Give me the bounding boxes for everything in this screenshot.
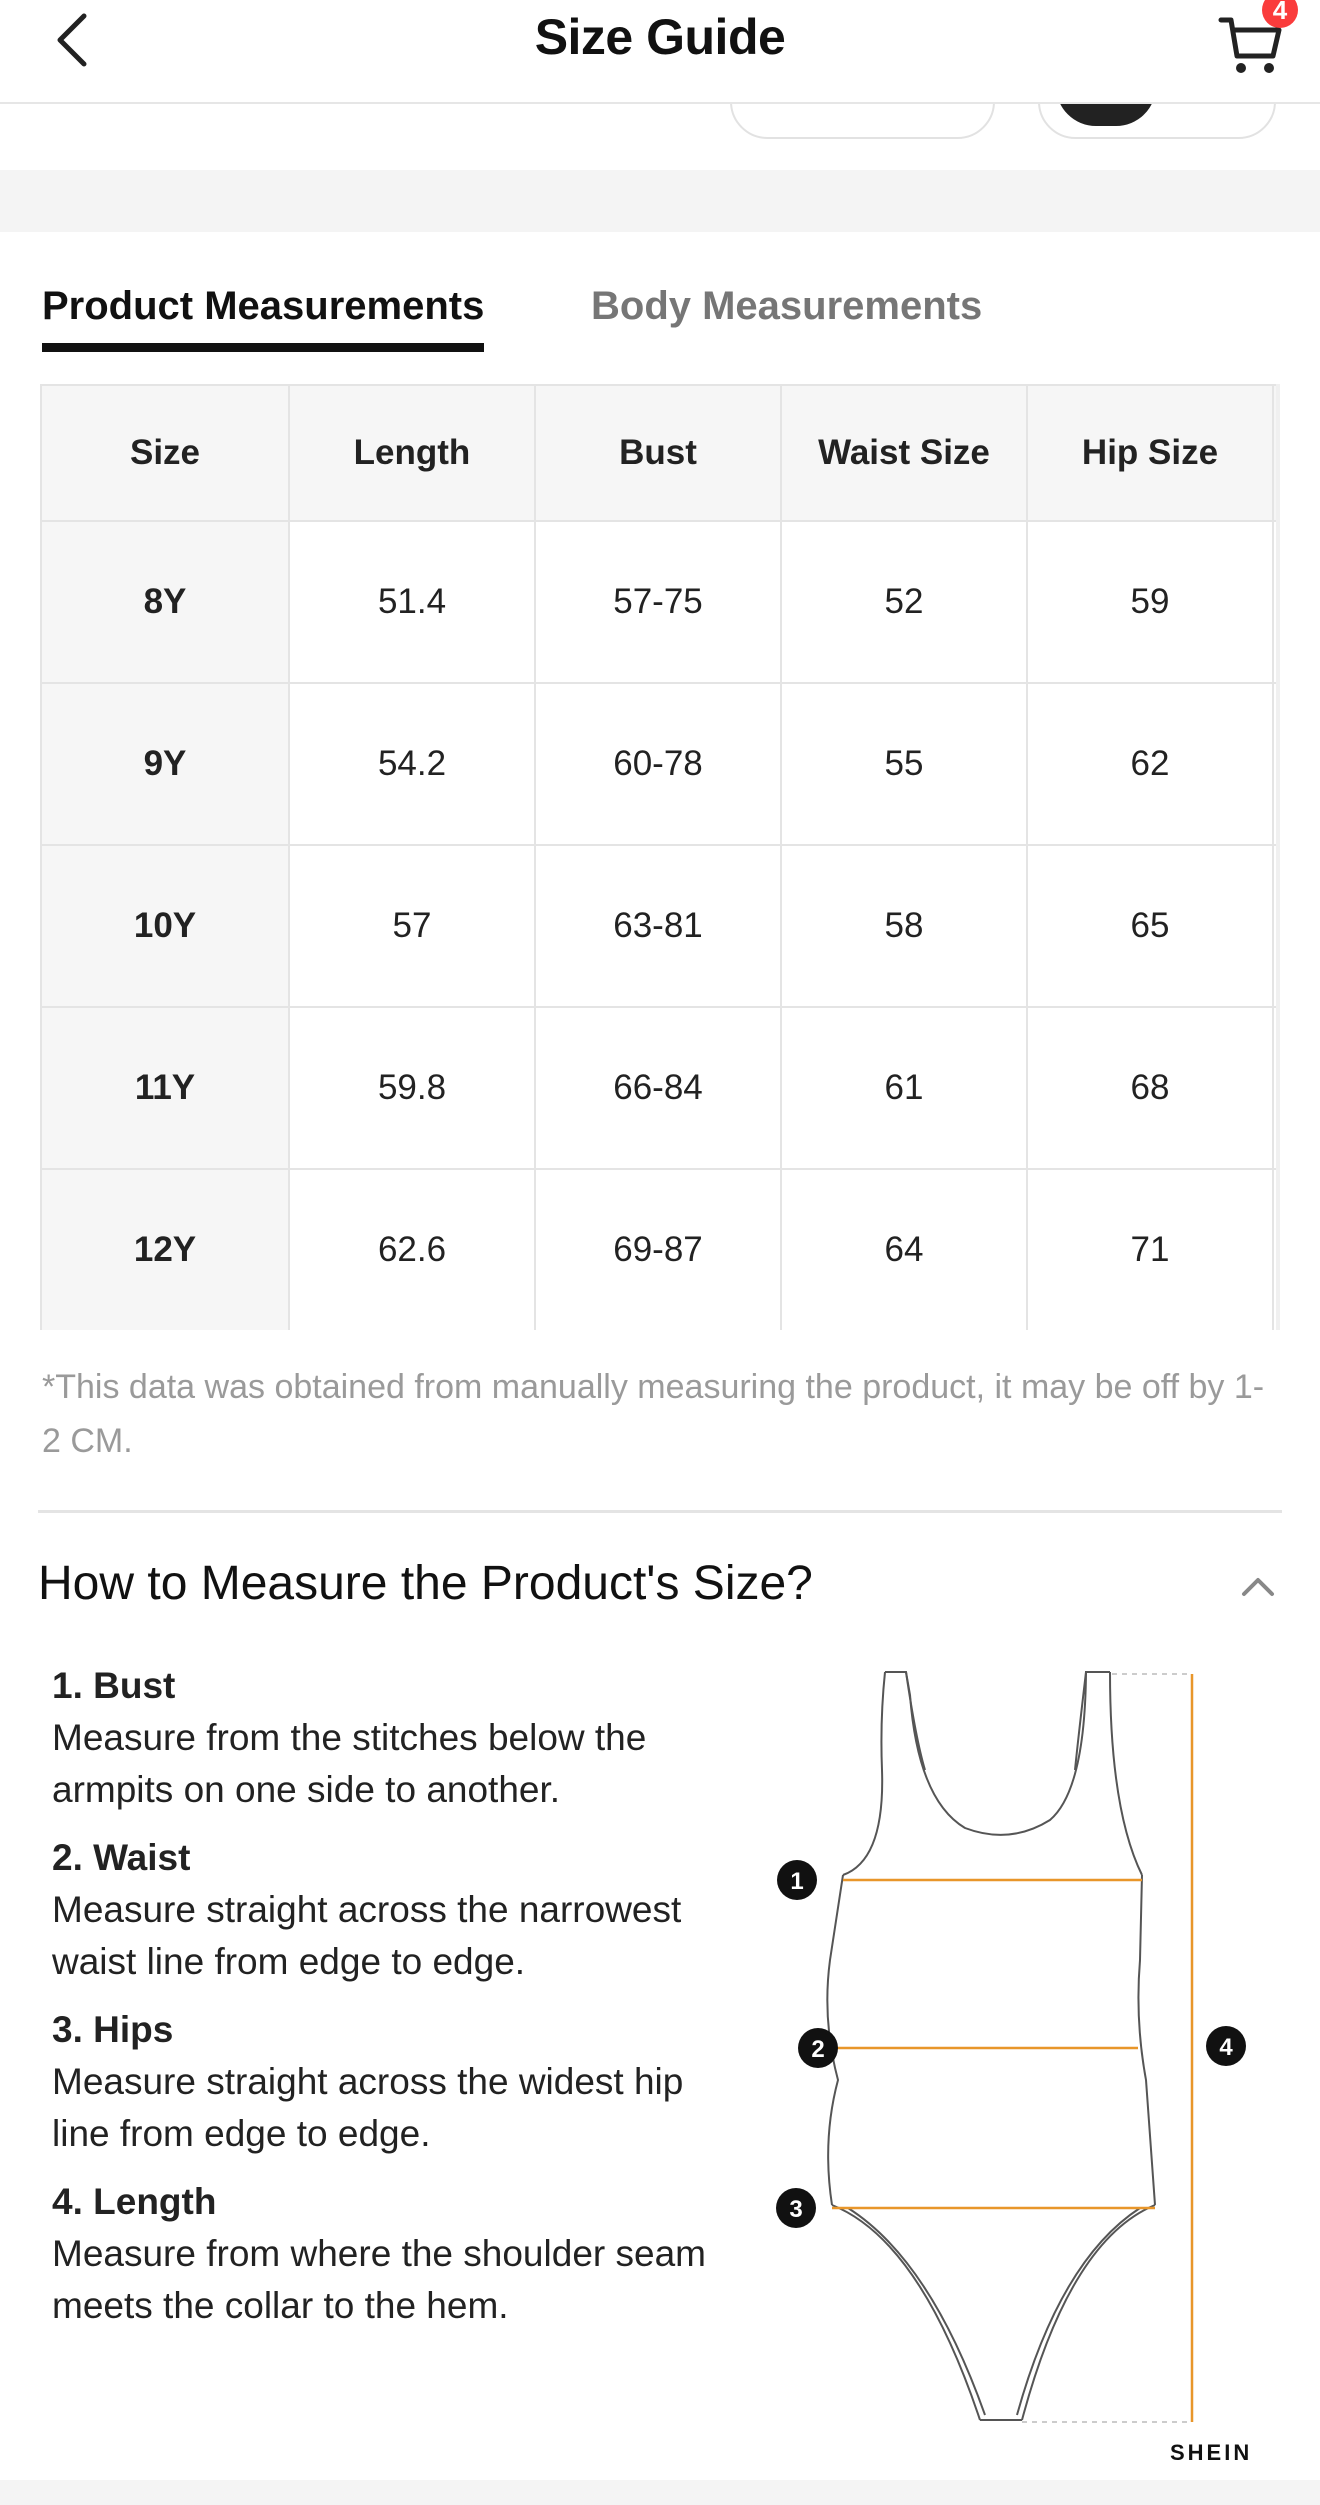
bust-cell: 60-78 [534,682,782,846]
marker-4-label: 4 [1219,2034,1233,2061]
length-cell: 59.8 [288,1006,536,1170]
overflow-cell [1272,1168,1276,1330]
column-header: Hip Size [1026,384,1274,522]
table-row: 10Y 57 63-81 58 65 [40,844,1276,1008]
column-header-overflow [1272,384,1276,522]
overflow-cell [1272,520,1276,684]
waist-cell: 55 [780,682,1028,846]
hip-cell: 59 [1026,520,1274,684]
step-description: Measure from where the shoulder seam mee… [52,2233,706,2326]
section-divider [0,170,1320,232]
measure-lines [832,1674,1194,2422]
marker-3-label: 3 [789,2196,802,2223]
waist-cell: 61 [780,1006,1028,1170]
size-table: Size Length Bust Waist Size Hip Size 8Y … [40,384,1276,1330]
top-bar: Size Guide [0,0,1320,104]
marker-2-label: 2 [811,2036,824,2063]
column-header: Bust [534,384,782,522]
column-header: Length [288,384,536,522]
marker-1-label: 1 [790,1868,803,1895]
size-cell: 10Y [40,844,290,1008]
step-title: 3. Hips [52,2009,174,2050]
length-cell: 57 [288,844,536,1008]
measurement-tabs: Product Measurements Body Measurements [0,232,1320,352]
bottom-divider [0,2480,1320,2505]
step-title: 2. Waist [52,1837,191,1878]
table-row: 9Y 54.2 60-78 55 62 [40,682,1276,846]
size-cell: 9Y [40,682,290,846]
option-pill[interactable] [730,104,995,139]
brand-logo: SHEIN [1170,2440,1253,2465]
overflow-cell [1272,1006,1276,1170]
marker-2: 2 [798,2028,838,2068]
bust-cell: 63-81 [534,844,782,1008]
marker-4: 4 [1206,2026,1246,2066]
cart-button[interactable] [1215,10,1285,80]
table-row: 12Y 62.6 69-87 64 71 [40,1168,1276,1330]
step-description: Measure straight across the widest hip l… [52,2061,684,2154]
page-title: Size Guide [534,9,786,65]
length-cell: 51.4 [288,520,536,684]
hip-cell: 65 [1026,844,1274,1008]
waist-cell: 58 [780,844,1028,1008]
bust-cell: 57-75 [534,520,782,684]
size-cell: 8Y [40,520,290,684]
scrolled-options-strip: ​ [0,104,1320,170]
length-cell: 62.6 [288,1168,536,1330]
chevron-left-icon [57,13,87,67]
bust-cell: 66-84 [534,1006,782,1170]
marker-1: 1 [777,1860,817,1900]
table-row: 8Y 51.4 57-75 52 59 [40,520,1276,684]
overflow-cell [1272,844,1276,1008]
tab-body-measurements[interactable]: Body Measurements [591,284,983,328]
swimsuit-measurement-diagram: 1 2 3 4 [776,1671,1246,2423]
cart-count-badge: 4 [1262,0,1298,28]
measure-steps: 1. Bust Measure from the stitches below … [52,1660,732,2348]
length-cell: 54.2 [288,682,536,846]
hip-cell: 62 [1026,682,1274,846]
section-separator [38,1510,1282,1513]
bust-cell: 69-87 [534,1168,782,1330]
toggle-selected [1056,104,1156,126]
step-description: Measure from the stitches below the armp… [52,1717,647,1810]
column-header: Waist Size [780,384,1028,522]
step-description: Measure straight across the narrowest wa… [52,1889,682,1982]
back-button[interactable] [48,10,98,70]
measurement-disclaimer: *This data was obtained from manually me… [42,1368,1265,1460]
chevron-up-icon [1242,1578,1274,1596]
column-header: Size [40,384,290,522]
how-to-measure-title[interactable]: How to Measure the Product's Size? [38,1557,813,1610]
collapse-toggle[interactable] [1238,1570,1278,1600]
tab-product-measurements[interactable]: Product Measurements [42,284,485,352]
overflow-cell [1272,682,1276,846]
marker-3: 3 [776,2188,816,2228]
size-cell: 12Y [40,1168,290,1330]
hip-cell: 71 [1026,1168,1274,1330]
waist-cell: 64 [780,1168,1028,1330]
table-header-row: Size Length Bust Waist Size Hip Size [40,384,1276,522]
table-row: 11Y 59.8 66-84 61 68 [40,1006,1276,1170]
size-table-container[interactable]: Size Length Bust Waist Size Hip Size 8Y … [40,384,1280,1330]
option-toggle[interactable] [1038,104,1276,139]
waist-cell: 52 [780,520,1028,684]
step-title: 4. Length [52,2181,217,2222]
step-title: 1. Bust [52,1665,176,1706]
size-cell: 11Y [40,1006,290,1170]
hip-cell: 68 [1026,1006,1274,1170]
cart-icon [1218,17,1282,73]
